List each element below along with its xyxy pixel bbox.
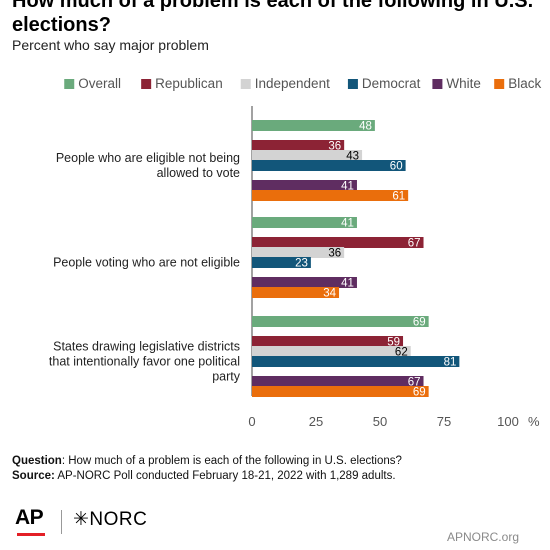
bar-independent-2 — [252, 247, 345, 258]
source-text: AP-NORC Poll conducted February 18-21, 2… — [54, 470, 396, 482]
value-label-republican-3: 59 — [387, 337, 400, 349]
category-label-1: People who are eligible not being allowed… — [56, 151, 240, 180]
value-label-black-1: 61 — [392, 191, 405, 203]
legend-swatch-independent — [240, 79, 251, 89]
legend-label-republican: Republican — [155, 76, 223, 91]
bar-independent-3 — [252, 346, 411, 357]
bar-black-2 — [252, 287, 340, 298]
value-label-republican-2: 67 — [408, 238, 421, 250]
category-label-2: People voting who are not eligible — [53, 256, 240, 270]
value-label-overall-3: 69 — [413, 317, 426, 329]
legend-label-democrat: Democrat — [362, 76, 421, 91]
value-label-black-2: 34 — [323, 288, 336, 300]
chart-title: How much of a problem is each of the fol… — [12, 0, 534, 36]
legend-swatch-white — [432, 79, 443, 89]
source-note: Source: AP-NORC Poll conducted February … — [12, 469, 542, 484]
x-tick-label-50: 50 — [373, 414, 387, 429]
bar-overall-2 — [252, 217, 357, 228]
question-note: Question: How much of a problem is each … — [12, 454, 542, 469]
bar-overall-1 — [252, 120, 375, 131]
logo-divider — [61, 510, 62, 534]
legend-label-independent: Independent — [255, 76, 330, 91]
x-axis-unit: % — [528, 414, 540, 429]
value-label-democrat-1: 60 — [390, 161, 403, 173]
value-label-white-1: 41 — [341, 181, 354, 193]
legend-swatch-republican — [141, 79, 152, 89]
question-text: : How much of a problem is each of the f… — [61, 455, 402, 467]
legend-label-overall: Overall — [78, 76, 121, 91]
legend-swatch-democrat — [347, 79, 358, 89]
value-label-overall-2: 41 — [341, 218, 354, 230]
bar-independent-1 — [252, 150, 363, 161]
value-label-democrat-2: 23 — [295, 258, 308, 270]
value-label-independent-3: 62 — [395, 347, 408, 359]
ap-logo-underline — [17, 533, 45, 536]
value-label-black-3: 69 — [413, 387, 426, 399]
site-url[interactable]: APNORC.org — [446, 530, 519, 544]
value-label-independent-1: 43 — [346, 151, 359, 163]
value-label-independent-2: 36 — [328, 248, 341, 260]
chart-subtitle: Percent who say major problem — [12, 37, 209, 53]
value-label-white-2: 41 — [341, 278, 354, 290]
x-tick-label-25: 25 — [309, 414, 323, 429]
x-tick-label-0: 0 — [248, 414, 255, 429]
legend-swatch-overall — [64, 79, 75, 89]
bar-black-3 — [252, 386, 429, 397]
legend-label-black: Black — [508, 76, 541, 91]
bar-white-3 — [252, 376, 424, 387]
bar-overall-3 — [252, 316, 429, 327]
bar-democrat-3 — [252, 356, 460, 367]
bar-chart: Overall Republican Independent Democrat Whit… — [49, 76, 542, 429]
bar-democrat-2 — [252, 257, 311, 268]
bar-white-1 — [252, 180, 357, 191]
bar-white-2 — [252, 277, 357, 288]
bar-black-1 — [252, 190, 409, 201]
x-tick-label-75: 75 — [437, 414, 451, 429]
chart-notes: Question: How much of a problem is each … — [12, 454, 542, 484]
value-label-white-3: 67 — [408, 377, 421, 389]
source-label: Source: — [12, 470, 55, 482]
legend-label-white: White — [446, 76, 481, 91]
bar-republican-2 — [252, 237, 424, 248]
x-tick-label-100: 100 — [497, 414, 519, 429]
bar-republican-3 — [252, 336, 404, 347]
footer: AP ✳NORC APNORC.org — [0, 500, 550, 550]
value-label-overall-1: 48 — [359, 121, 372, 133]
legend-swatch-black — [494, 79, 505, 89]
category-label-3: States drawing legislative districts that… — [49, 340, 241, 384]
question-label: Question — [12, 455, 62, 467]
value-label-democrat-3: 81 — [444, 357, 457, 369]
bar-republican-1 — [252, 140, 345, 151]
norc-logo: ✳NORC — [73, 509, 148, 530]
ap-logo: AP — [15, 506, 44, 529]
bar-democrat-1 — [252, 160, 406, 171]
value-label-republican-1: 36 — [328, 141, 341, 153]
